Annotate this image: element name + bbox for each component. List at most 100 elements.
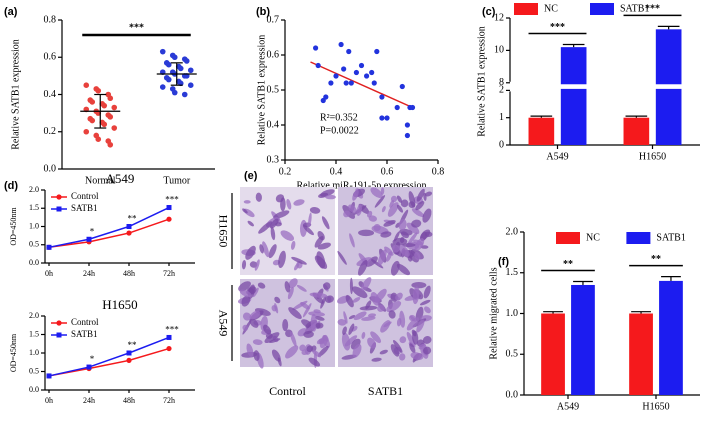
cell xyxy=(314,316,325,321)
cell xyxy=(264,332,280,344)
data-point xyxy=(166,205,172,211)
cell xyxy=(311,349,322,358)
significance: * xyxy=(90,354,95,364)
cell xyxy=(268,244,277,259)
cell xyxy=(280,230,295,241)
cell xyxy=(396,204,404,213)
y-tick-label: 0.5 xyxy=(29,240,39,249)
cell xyxy=(396,195,403,203)
cell xyxy=(320,189,335,197)
cell xyxy=(285,345,299,359)
y-tick-label: 0.4 xyxy=(267,119,280,130)
y-tick-label: 2.0 xyxy=(29,185,39,194)
y-axis-label: OD=450nm xyxy=(9,207,18,246)
data-point xyxy=(187,67,194,74)
data-point xyxy=(348,80,354,86)
annotation: P=0.0022 xyxy=(320,125,359,136)
x-tick-label: 48h xyxy=(123,396,135,405)
panel-label: (b) xyxy=(256,6,270,18)
cell xyxy=(399,310,406,328)
y-tick-label: 1.5 xyxy=(29,203,39,212)
y-tick-label: 0.0 xyxy=(506,389,519,400)
cell xyxy=(239,289,252,297)
y-tick-label: 0.5 xyxy=(29,366,39,375)
cell xyxy=(422,335,432,344)
cell xyxy=(361,316,376,321)
cell xyxy=(370,187,383,199)
y-tick-label: 12 xyxy=(494,12,504,23)
cell xyxy=(292,300,308,311)
cell xyxy=(399,228,413,236)
cell xyxy=(414,238,425,251)
cell xyxy=(245,245,256,260)
column-label: SATB1 xyxy=(368,384,403,398)
cell xyxy=(359,305,378,311)
cell xyxy=(392,244,400,253)
cell xyxy=(424,231,433,237)
bar xyxy=(659,280,683,395)
data-point xyxy=(358,62,365,69)
cell xyxy=(423,192,427,201)
cell xyxy=(254,259,260,271)
data-point xyxy=(111,125,118,131)
cell xyxy=(254,308,271,316)
data-point xyxy=(126,224,132,229)
cell xyxy=(242,312,252,321)
cell xyxy=(257,282,266,289)
cell xyxy=(343,311,348,324)
data-point xyxy=(165,76,172,83)
cell xyxy=(353,311,367,321)
data-point xyxy=(394,104,400,111)
data-point xyxy=(165,61,172,68)
cell xyxy=(252,287,259,298)
cell xyxy=(288,278,298,289)
y-axis-label: Relative SATB1 expression xyxy=(10,39,21,150)
cell xyxy=(345,294,354,308)
cell xyxy=(321,216,330,230)
data-point xyxy=(89,99,96,105)
cell xyxy=(371,357,382,362)
significance: *** xyxy=(129,22,144,33)
cell xyxy=(258,221,273,234)
panel-label: (a) xyxy=(4,6,18,18)
x-tick-label: A549 xyxy=(557,401,579,412)
cell xyxy=(306,345,314,353)
y-tick-label: 0.8 xyxy=(44,14,57,25)
cell xyxy=(399,353,406,361)
cell xyxy=(241,259,247,270)
bar xyxy=(560,47,587,145)
data-point xyxy=(384,115,390,121)
data-point xyxy=(111,104,118,111)
cell xyxy=(409,343,416,354)
data-point xyxy=(95,87,102,94)
y-tick-label: 2.0 xyxy=(506,226,519,237)
cell xyxy=(308,357,321,367)
cell xyxy=(370,331,382,344)
cell xyxy=(352,189,359,201)
cell xyxy=(252,339,263,345)
cell xyxy=(259,244,264,254)
y-tick-label: 0.0 xyxy=(29,385,39,394)
y-tick-label: 1 xyxy=(499,112,504,123)
cell xyxy=(406,331,416,348)
cell xyxy=(356,204,363,216)
cell xyxy=(291,256,307,265)
data-point xyxy=(126,357,132,363)
cell xyxy=(386,251,393,262)
row-label: A549 xyxy=(216,310,230,337)
cell xyxy=(416,319,425,333)
y-tick-label: 1.0 xyxy=(29,221,39,230)
cell xyxy=(349,277,353,295)
legend-label: SATB1 xyxy=(656,232,685,243)
cell xyxy=(287,286,294,300)
bar xyxy=(541,313,565,395)
significance: *** xyxy=(645,4,660,15)
legend-label: NC xyxy=(586,232,600,243)
cell xyxy=(381,206,386,213)
cell xyxy=(380,187,385,195)
y-axis-label: Relative SATB1 expression xyxy=(476,26,487,137)
cell xyxy=(348,314,356,320)
legend-label: SATB1 xyxy=(620,3,649,14)
cell xyxy=(286,198,292,210)
data-point xyxy=(374,48,380,55)
